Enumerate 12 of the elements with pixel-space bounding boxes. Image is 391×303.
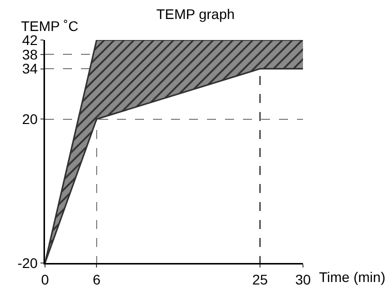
x-tick-label: 0 xyxy=(41,271,50,288)
y-tick-label: -20 xyxy=(17,254,38,271)
y-tick-label: 42 xyxy=(22,32,38,48)
chart-title: TEMP graph xyxy=(156,6,235,22)
y-tick-label: 34 xyxy=(22,60,38,77)
y-axis-title: TEMP ˚C xyxy=(21,18,78,34)
x-tick-label: 6 xyxy=(92,271,101,288)
y-tick-label: 20 xyxy=(22,111,38,128)
x-axis-title: Time (min) xyxy=(319,269,386,285)
x-tick-label: 25 xyxy=(252,271,268,288)
y-tick-label: 38 xyxy=(22,46,38,62)
x-tick-label: 30 xyxy=(295,271,311,288)
